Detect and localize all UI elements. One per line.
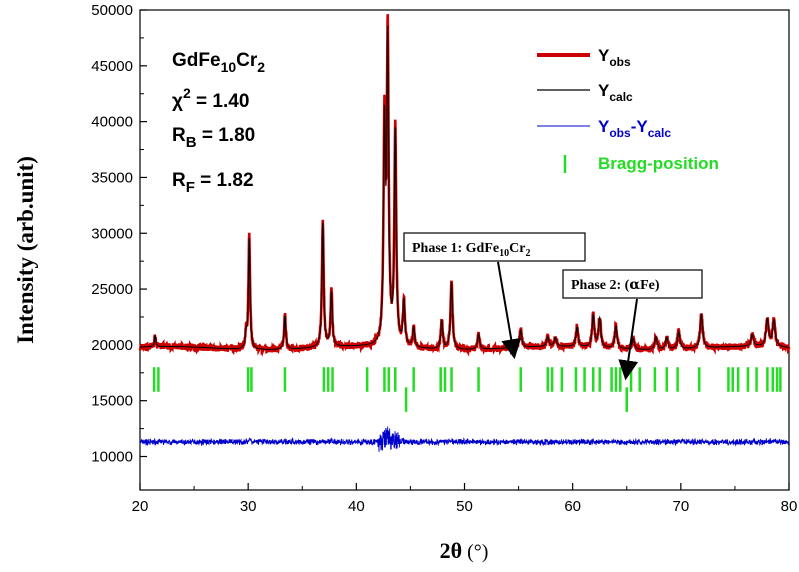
y-tick-label: 35000: [91, 169, 133, 186]
legend-diff-label: Yobs-Ycalc: [598, 117, 671, 140]
r-bragg: RB = 1.80: [172, 125, 255, 151]
compound-formula: GdFe10Cr2: [172, 50, 265, 75]
phase2-prefix: Phase 2: (: [571, 278, 630, 293]
x-tick-label: 70: [672, 498, 689, 515]
phase1-arrow: [497, 261, 522, 360]
phase2-arrow: [618, 298, 639, 381]
legend-diff-dash: -Y: [631, 117, 649, 136]
x-axis-title-unit: (°): [462, 541, 488, 563]
chi-sup: 2: [183, 85, 191, 101]
chi-symbol: χ: [172, 91, 183, 112]
legend-obs-sub: obs: [609, 55, 631, 69]
compound-sub-fe: 10: [221, 59, 237, 75]
legend-obs-main: Y: [598, 46, 610, 65]
phase1-sub-fe: 10: [499, 248, 509, 259]
x-tick-label: 50: [456, 498, 473, 515]
rf-label: R: [172, 170, 186, 191]
chi-value: = 1.40: [191, 91, 250, 112]
legend-calc-sub: calc: [609, 90, 633, 104]
legend: Yobs Ycalc Yobs-Ycalc Bragg-position: [537, 46, 719, 173]
phase2-box: [562, 269, 703, 299]
rb-sub: B: [186, 134, 197, 151]
rf-sub: F: [186, 179, 195, 196]
series-line-diff: [139, 426, 790, 452]
legend-diff-sub1: obs: [609, 126, 631, 140]
phase1-prefix: Phase 1: GdFe: [412, 241, 499, 256]
bragg-markers: [152, 367, 782, 412]
y-tick-label: 15000: [91, 393, 133, 410]
compound-mid: Cr: [236, 50, 258, 71]
phase1-mid: Cr: [509, 241, 525, 256]
x-axis-title-main: 2θ: [440, 538, 462, 563]
phase2-suffix: Fe): [640, 278, 660, 293]
y-axis-title: Intensity (arb.unit): [13, 156, 38, 344]
phase1-annotation: Phase 1: GdFe10Cr2: [403, 232, 586, 360]
phase2-alpha: α: [629, 277, 640, 293]
rb-label: R: [172, 125, 186, 146]
y-tick-label: 25000: [91, 281, 133, 298]
x-tick-label: 20: [132, 498, 149, 515]
phase1-label: Phase 1: GdFe10Cr2: [412, 241, 530, 259]
phase1-box: [403, 232, 586, 262]
legend-diff-sub2: calc: [648, 126, 672, 140]
compound-base: GdFe: [172, 50, 221, 71]
x-tick-label: 60: [564, 498, 581, 515]
r-factor: RF = 1.82: [172, 170, 254, 196]
y-tick-label: 10000: [91, 449, 133, 466]
compound-sub-cr: 2: [257, 59, 265, 75]
legend-diff-y1: Y: [598, 117, 610, 136]
rb-value: = 1.80: [197, 125, 256, 146]
phase2-annotation: Phase 2: (αFe): [562, 269, 703, 381]
x-tick-label: 40: [348, 498, 365, 515]
legend-bragg-label: Bragg-position: [598, 154, 719, 173]
x-tick-label: 80: [781, 498, 798, 515]
series-line-calc: [139, 26, 790, 350]
y-tick-label: 45000: [91, 58, 133, 75]
legend-calc-main: Y: [598, 81, 610, 100]
chi-square: χ2 = 1.40: [172, 85, 249, 112]
axis-ticks: 20 30 40 50 60 70 80 10000 15000 20000 25000 30000 3…: [91, 2, 797, 515]
x-tick-label: 30: [240, 498, 257, 515]
y-tick-label: 50000: [91, 2, 133, 19]
series-layer: [138, 14, 791, 452]
phase2-label: Phase 2: (αFe): [571, 277, 660, 293]
x-axis-title: 2θ (°): [440, 538, 489, 563]
phase1-sub-cr: 2: [525, 248, 530, 259]
legend-calc-label: Ycalc: [598, 81, 633, 104]
y-tick-label: 40000: [91, 114, 133, 131]
y-tick-label: 30000: [91, 225, 133, 242]
y-tick-label: 20000: [91, 337, 133, 354]
legend-obs-label: Yobs: [598, 46, 631, 69]
rf-value: = 1.82: [195, 170, 254, 191]
